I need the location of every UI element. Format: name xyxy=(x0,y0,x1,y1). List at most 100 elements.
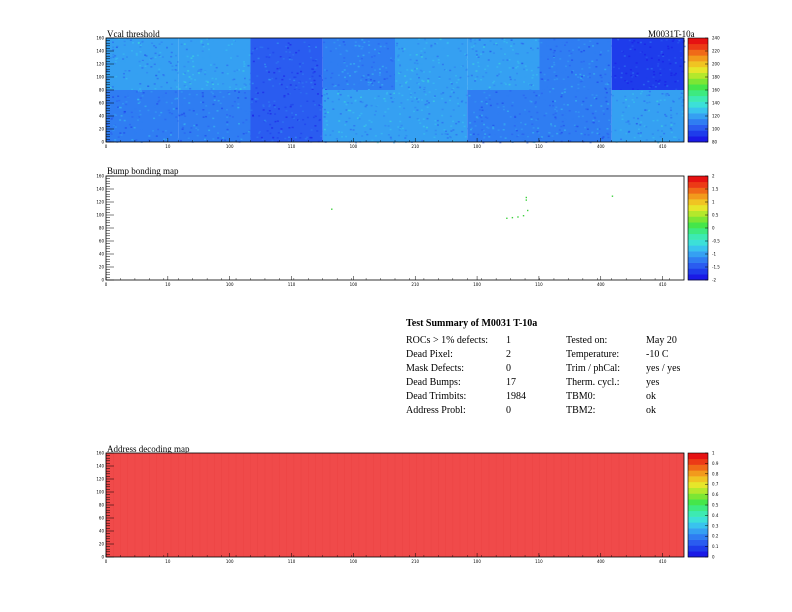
x-tick-label: 0 xyxy=(105,144,108,149)
plot-frame xyxy=(105,452,685,558)
y-tick-label: 20 xyxy=(99,542,105,547)
color-scale-swatch xyxy=(688,458,708,465)
color-scale-swatch xyxy=(688,274,708,281)
z-tick-label: 1 xyxy=(712,451,715,456)
color-scale-swatch xyxy=(688,516,708,523)
x-tick-label: 110 xyxy=(288,559,296,564)
color-scale-swatch xyxy=(688,528,708,535)
y-tick-label: 160 xyxy=(96,174,104,179)
summary-value: yes xyxy=(646,377,660,388)
color-scale-swatch xyxy=(688,181,708,188)
y-tick-label: 40 xyxy=(99,114,105,119)
color-scale-swatch xyxy=(688,101,708,108)
color-scale-swatch xyxy=(688,113,708,120)
color-scale-swatch xyxy=(688,470,708,477)
color-scale-swatch xyxy=(688,245,708,252)
z-tick-label: -1 xyxy=(712,252,716,257)
summary-row: Temperature: -10 C xyxy=(566,348,669,362)
roc-block xyxy=(322,38,397,91)
summary-label: Address Probl: xyxy=(406,405,466,416)
z-tick-label: 0.2 xyxy=(712,534,719,539)
color-scale-swatch xyxy=(688,130,708,137)
summary-left-column: ROCs > 1% defects: 1 Dead Pixel: 2 Mask Defe… xyxy=(406,334,526,418)
y-tick-label: 160 xyxy=(96,451,104,456)
z-tick-label: 100 xyxy=(712,127,720,132)
z-tick-label: 0.3 xyxy=(712,523,719,528)
x-tick-label: 110 xyxy=(288,282,296,287)
summary-right-column: Tested on: May 20 Temperature: -10 C Trim / … xyxy=(566,334,680,418)
roc-block xyxy=(178,38,253,92)
x-tick-label: 10 xyxy=(165,559,171,564)
color-scale-swatch xyxy=(688,216,708,223)
summary-row: Dead Trimbits: 1984 xyxy=(406,390,526,404)
z-tick-label: 0 xyxy=(712,555,715,560)
x-tick-label: 400 xyxy=(597,559,605,564)
summary-value: 1984 xyxy=(506,391,526,402)
color-scale-swatch xyxy=(688,545,708,552)
roc-block xyxy=(539,90,614,144)
color-scale-swatch xyxy=(688,476,708,483)
dead-bump-point xyxy=(506,217,508,219)
summary-row: Therm. cycl.: yes xyxy=(566,376,659,390)
y-tick-label: 40 xyxy=(99,252,105,257)
color-scale-swatch xyxy=(688,481,708,488)
color-scale-swatch xyxy=(688,499,708,506)
x-tick-label: 410 xyxy=(659,144,667,149)
address-heatmap xyxy=(105,453,684,557)
summary-label: ROCs > 1% defects: xyxy=(406,335,489,346)
x-tick-label: 410 xyxy=(659,559,667,564)
color-scale-swatch xyxy=(688,49,708,56)
z-tick-label: 140 xyxy=(712,101,720,106)
dead-bump-point xyxy=(517,216,519,218)
color-scale-swatch xyxy=(688,95,708,102)
z-tick-label: 240 xyxy=(712,36,720,41)
z-tick-label: -1.5 xyxy=(712,265,720,270)
color-scale-swatch xyxy=(688,84,708,91)
color-scale-swatch xyxy=(688,510,708,517)
x-tick-label: 110 xyxy=(535,282,543,287)
y-tick-label: 20 xyxy=(99,127,105,132)
summary-row: TBM2: ok xyxy=(566,404,656,418)
summary-value: 0 xyxy=(506,405,511,416)
color-scale-swatch xyxy=(688,61,708,68)
summary-value: 1 xyxy=(506,335,511,346)
summary-label: Trim / phCal: xyxy=(566,363,621,374)
summary-value: 0 xyxy=(506,363,511,374)
summary-value: ok xyxy=(646,405,656,416)
x-tick-label: 100 xyxy=(473,282,481,287)
plot-frame xyxy=(105,37,685,143)
z-tick-label: 200 xyxy=(712,62,720,67)
x-tick-label: 210 xyxy=(411,144,419,149)
color-scale-swatch xyxy=(688,78,708,85)
x-tick-label: 10 xyxy=(165,144,171,149)
y-tick-label: 0 xyxy=(101,555,104,560)
bump-color-scale: 2 1.5 1 0.5 0 -0.5 -1 -1.5 -2 xyxy=(687,174,720,283)
color-scale-swatch xyxy=(688,453,708,460)
color-scale-swatch xyxy=(688,124,708,131)
color-scale-swatch xyxy=(688,493,708,500)
summary-label: Tested on: xyxy=(566,335,608,346)
x-tick-label: 110 xyxy=(535,144,543,149)
color-scale-swatch xyxy=(688,210,708,217)
color-scale-swatch xyxy=(688,533,708,540)
x-tick-label: 100 xyxy=(350,559,358,564)
z-tick-label: -0.5 xyxy=(712,239,720,244)
summary-label: Mask Defects: xyxy=(406,363,465,374)
vcal-color-scale: 240 220 200 180 160 140 120 100 80 xyxy=(687,36,720,145)
color-scale-swatch xyxy=(688,464,708,471)
color-scale-swatch xyxy=(688,505,708,512)
color-scale-swatch xyxy=(688,239,708,246)
roc-block xyxy=(178,90,253,143)
y-tick-label: 120 xyxy=(96,62,104,67)
summary-value: yes / yes xyxy=(646,363,681,374)
address-axes: 160 140 120 100 80 60 40 20 00 10 100 110 100 210 100 1… xyxy=(96,451,685,564)
roc-block xyxy=(106,38,180,91)
y-tick-label: 60 xyxy=(99,239,105,244)
x-tick-label: 110 xyxy=(535,559,543,564)
roc-block xyxy=(611,90,685,144)
z-tick-label: 180 xyxy=(712,75,720,80)
x-tick-label: 210 xyxy=(411,282,419,287)
vcal-title: Vcal threshold xyxy=(107,29,160,39)
y-tick-label: 120 xyxy=(96,200,104,205)
z-tick-label: 0.6 xyxy=(712,492,719,497)
